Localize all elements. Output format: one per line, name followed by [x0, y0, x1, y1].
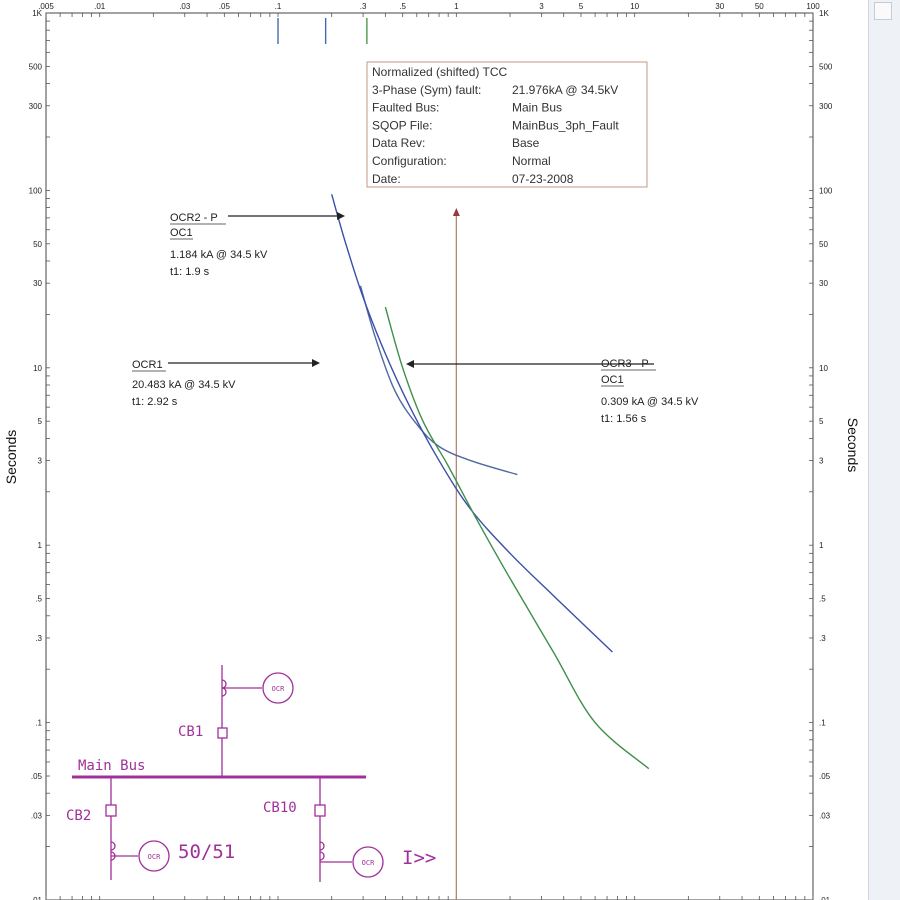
y-tick-label-right: .01 — [819, 896, 831, 900]
annotation-ocr3: OCR3 - P OC1 0.309 kA @ 34.5 kV t1: 1.56… — [406, 358, 699, 425]
x-tick-label: 50 — [755, 2, 764, 11]
tcc-curve-ocr3 — [384, 306, 650, 770]
plot-frame — [45, 12, 814, 900]
single-line-diagram: Main Bus OCR CB1 OCR CB2 50/51 OCR CB10 … — [66, 665, 436, 882]
tcc-curve-ocr1 — [359, 285, 518, 476]
annotation-ocr2-line2: OC1 — [170, 227, 193, 239]
cb2-label: CB2 — [66, 808, 91, 824]
x-tick-label: .05 — [219, 2, 231, 11]
y-tick-label-right: .03 — [819, 811, 831, 820]
x-tick-label: .01 — [94, 2, 106, 11]
annotation-ocr2-line4: t1: 1.9 s — [170, 266, 210, 278]
x-tick-label: 30 — [715, 2, 724, 11]
y-tick-label-left: 500 — [29, 62, 43, 71]
y-tick-label-right: 300 — [819, 102, 833, 111]
y-tick-label-left: .01 — [31, 896, 43, 900]
y-tick-label-right: 50 — [819, 240, 828, 249]
y-tick-label-left: 1K — [32, 9, 42, 18]
fault-current-arrowhead — [452, 208, 460, 216]
annotation-ocr2-line1: OCR2 - P — [170, 212, 218, 224]
main-bus-label: Main Bus — [78, 758, 145, 774]
y-axis-title-left: Seconds — [3, 430, 19, 484]
info-row-value: Normal — [512, 154, 551, 168]
x-tick-label: .005 — [38, 2, 54, 11]
y-tick-label-right: 1 — [819, 541, 824, 550]
y-tick-label-left: 50 — [33, 240, 42, 249]
info-row-label: Data Rev: — [372, 136, 425, 150]
x-tick-label: 5 — [579, 2, 584, 11]
scroll-up-button[interactable] — [874, 2, 892, 20]
info-row-value: 21.976kA @ 34.5kV — [512, 83, 618, 97]
curves — [331, 194, 650, 770]
x-tick-label: 3 — [539, 2, 544, 11]
y-tick-label-left: .1 — [35, 719, 42, 728]
info-row-label: Normalized (shifted) TCC — [372, 65, 507, 79]
y-tick-label-right: 100 — [819, 186, 833, 195]
y-tick-label-right: 1K — [819, 9, 829, 18]
x-tick-label: .3 — [360, 2, 367, 11]
cb1-label: CB1 — [178, 724, 203, 740]
y-tick-label-left: 5 — [38, 417, 43, 426]
annotation-ocr1: OCR1 20.483 kA @ 34.5 kV t1: 2.92 s — [132, 359, 320, 408]
annotation-ocr2: OCR2 - P OC1 1.184 kA @ 34.5 kV t1: 1.9 … — [170, 212, 345, 278]
function-label-instantaneous: I>> — [402, 847, 436, 869]
info-row-value: Base — [512, 136, 540, 150]
y-tick-label-right: 500 — [819, 62, 833, 71]
info-row-label: SQOP File: — [372, 118, 432, 132]
y-tick-label-left: 30 — [33, 279, 42, 288]
x-tick-label: .03 — [179, 2, 191, 11]
x-tick-label: .5 — [399, 2, 406, 11]
y-tick-label-left: 300 — [29, 102, 43, 111]
annotation-ocr1-line2: 20.483 kA @ 34.5 kV — [132, 379, 236, 391]
y-tick-label-left: 10 — [33, 364, 42, 373]
annotation-ocr2-line3: 1.184 kA @ 34.5 kV — [170, 249, 268, 261]
cb10-relay-icon — [352, 846, 384, 878]
y-tick-label-left: .03 — [31, 811, 43, 820]
y-tick-label-right: 3 — [819, 457, 824, 466]
y-tick-label-right: 10 — [819, 364, 828, 373]
fault-info-box: Normalized (shifted) TCC 3-Phase (Sym) fa… — [366, 61, 648, 188]
x-tick-label: 100 — [806, 2, 820, 11]
annotation-ocr3-line3: 0.309 kA @ 34.5 kV — [601, 396, 699, 408]
y-tick-label-right: .3 — [819, 634, 826, 643]
annotation-ocr3-line4: t1: 1.56 s — [601, 413, 647, 425]
cb2-relay-label: OCR — [148, 853, 161, 861]
info-row-value: 07-23-2008 — [512, 172, 574, 186]
y-tick-label-left: 100 — [29, 186, 43, 195]
y-tick-label-left: .05 — [31, 772, 43, 781]
y-tick-label-right: .5 — [819, 595, 826, 604]
cb2-relay-icon — [138, 840, 170, 872]
y-tick-label-right: .05 — [819, 772, 831, 781]
info-row-value: MainBus_3ph_Fault — [512, 118, 619, 132]
x-tick-label: .1 — [275, 2, 282, 11]
y-tick-label-left: 1 — [38, 541, 43, 550]
info-row-label: Faulted Bus: — [372, 101, 439, 115]
y-tick-label-left: .3 — [35, 634, 42, 643]
cb10-relay-label: OCR — [362, 859, 375, 867]
cb1-relay-label: OCR — [272, 685, 285, 693]
annotation-ocr1-line3: t1: 2.92 s — [132, 396, 178, 408]
y-tick-label-right: 5 — [819, 417, 824, 426]
vertical-scrollbar[interactable] — [868, 0, 900, 900]
tcc-curve-ocr2 — [331, 194, 613, 653]
x-tick-label: 10 — [630, 2, 639, 11]
cb1-relay-icon — [262, 672, 294, 704]
annotation-ocr1-line1: OCR1 — [132, 359, 163, 371]
cb10-label: CB10 — [263, 800, 297, 816]
info-row-label: Configuration: — [372, 154, 447, 168]
annotation-ocr3-line2: OC1 — [601, 374, 624, 386]
info-row-value: Main Bus — [512, 101, 562, 115]
info-row-label: Date: — [372, 172, 401, 186]
info-row-label: 3-Phase (Sym) fault: — [372, 83, 481, 97]
y-tick-label-right: 30 — [819, 279, 828, 288]
y-tick-label-right: .1 — [819, 719, 826, 728]
y-tick-label-left: .5 — [35, 595, 42, 604]
function-label-5051: 50/51 — [178, 841, 235, 863]
x-tick-label: 1 — [454, 2, 459, 11]
y-tick-label-left: 3 — [38, 457, 43, 466]
fault-marker — [452, 208, 460, 900]
y-axis-title-right: Seconds — [845, 418, 861, 472]
